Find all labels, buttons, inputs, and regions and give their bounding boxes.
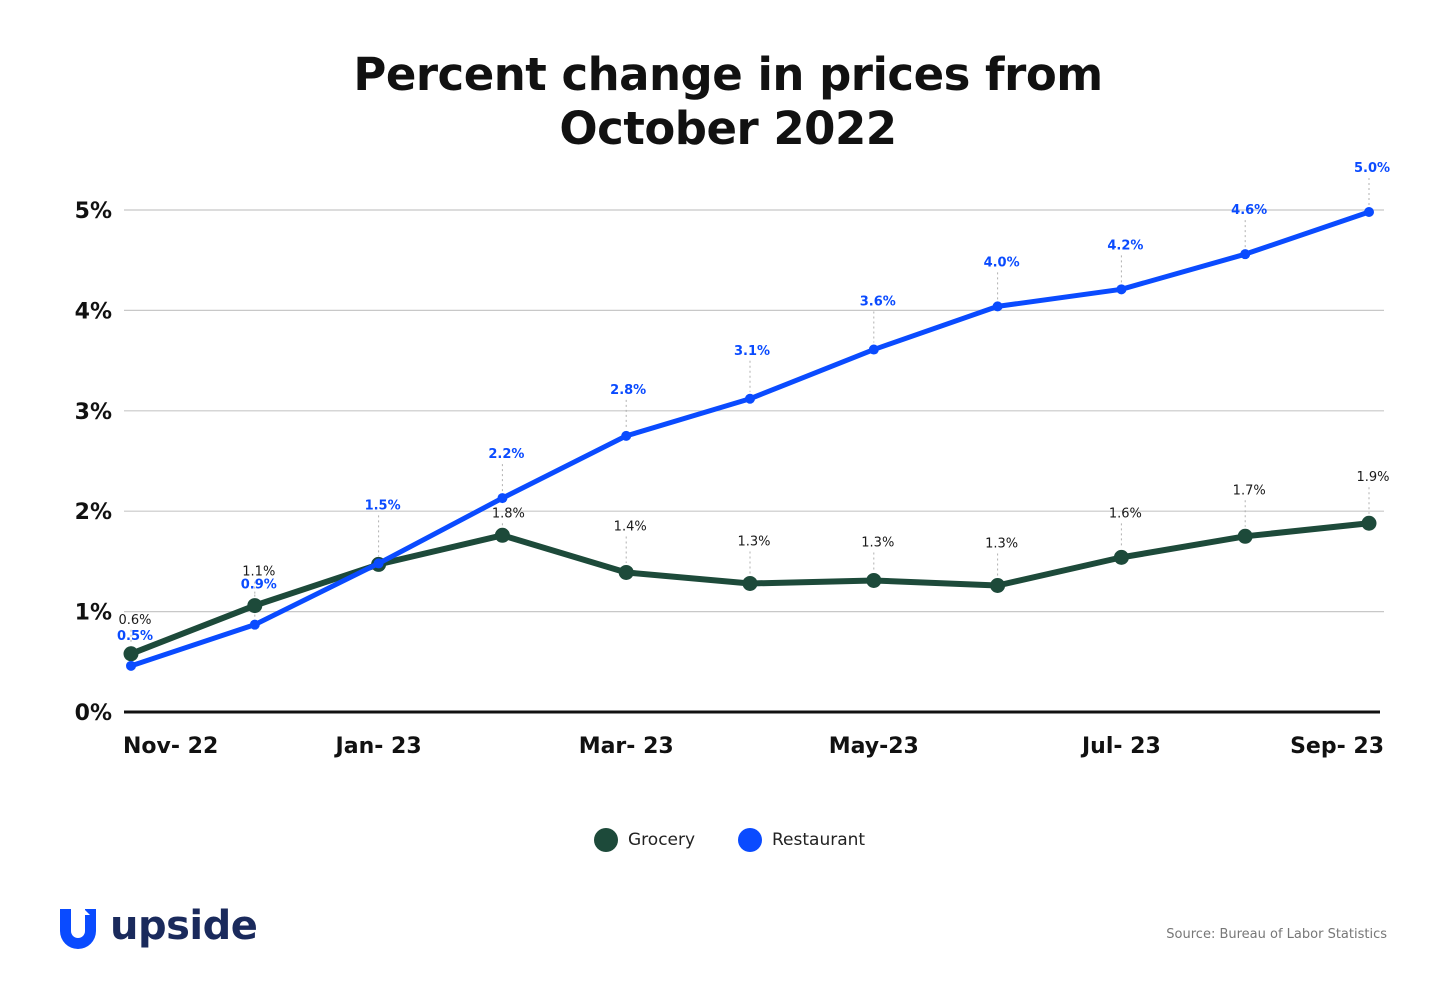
x-axis-ticks: Nov- 22 Jan- 23 Mar- 23 May-23 Jul- 23 Sep- 2… bbox=[123, 734, 1384, 759]
restaurant-line bbox=[128, 209, 1372, 669]
grid-lines bbox=[124, 209, 1384, 714]
restaurant-data-label: 2.8% bbox=[610, 383, 646, 398]
grocery-point bbox=[866, 572, 882, 588]
restaurant-point bbox=[249, 619, 260, 630]
y-tick-label: 1% bbox=[75, 601, 112, 626]
restaurant-data-label: 0.9% bbox=[241, 578, 277, 593]
grocery-point bbox=[494, 527, 510, 543]
grocery-data-label: 1.4% bbox=[614, 519, 647, 534]
grocery-point bbox=[1113, 549, 1129, 565]
restaurant-point bbox=[373, 558, 384, 569]
restaurant-point bbox=[1364, 207, 1374, 218]
source-note: Source: Bureau of Labor Statistics bbox=[1166, 927, 1387, 942]
legend: Grocery Restaurant bbox=[0, 826, 1456, 854]
grocery-data-label: 1.3% bbox=[985, 536, 1018, 551]
upside-logo-icon bbox=[60, 903, 96, 949]
grocery-data-label: 1.1% bbox=[242, 565, 275, 580]
data-labels: 0.6% 1.1% 1.8% 1.4% 1.3% 1.3% 1.3% 1.6% 1.7% 1.9%… bbox=[117, 161, 1390, 644]
x-tick-label: Jan- 23 bbox=[334, 734, 422, 759]
restaurant-point bbox=[1116, 284, 1127, 295]
restaurant-data-label: 0.5% bbox=[117, 629, 153, 644]
chart-title: Percent change in prices from October 20… bbox=[0, 48, 1456, 156]
restaurant-data-label: 4.2% bbox=[1107, 238, 1143, 253]
restaurant-point bbox=[497, 493, 508, 504]
grocery-point bbox=[1237, 528, 1253, 544]
grocery-data-label: 1.3% bbox=[737, 534, 770, 549]
chart-title-line-2: October 2022 bbox=[559, 102, 897, 155]
grocery-point bbox=[123, 646, 139, 662]
grocery-data-label: 0.6% bbox=[118, 613, 151, 628]
restaurant-data-label: 5.0% bbox=[1354, 161, 1390, 176]
restaurant-point bbox=[126, 660, 136, 671]
x-tick-label: May-23 bbox=[829, 734, 919, 759]
grocery-point bbox=[618, 564, 634, 580]
legend-item-grocery: Grocery bbox=[594, 826, 695, 854]
y-tick-label: 5% bbox=[75, 199, 112, 224]
grocery-data-label: 1.3% bbox=[861, 535, 894, 550]
legend-item-restaurant: Restaurant bbox=[738, 826, 865, 854]
y-tick-label: 4% bbox=[75, 299, 112, 324]
restaurant-data-label: 3.1% bbox=[734, 344, 770, 359]
legend-marker-restaurant bbox=[738, 828, 762, 852]
legend-marker-grocery bbox=[594, 828, 618, 852]
grocery-data-label: 1.9% bbox=[1356, 470, 1389, 485]
y-tick-label: 3% bbox=[75, 400, 112, 425]
grocery-point bbox=[247, 598, 263, 614]
y-axis-ticks: 0% 1% 2% 3% 4% 5% bbox=[75, 199, 112, 726]
brand-name: upside bbox=[110, 903, 258, 949]
x-tick-label: Nov- 22 bbox=[123, 734, 218, 759]
restaurant-data-label: 3.6% bbox=[860, 295, 896, 310]
grocery-point bbox=[990, 577, 1006, 593]
grocery-point bbox=[1361, 515, 1377, 531]
y-tick-label: 2% bbox=[75, 500, 112, 525]
grocery-data-label: 1.6% bbox=[1109, 506, 1142, 521]
restaurant-data-label: 4.6% bbox=[1231, 203, 1267, 218]
x-tick-label: Sep- 23 bbox=[1290, 734, 1384, 759]
restaurant-point bbox=[621, 430, 632, 441]
grocery-data-label: 1.7% bbox=[1233, 483, 1266, 498]
chart-title-line-1: Percent change in prices from bbox=[353, 48, 1103, 101]
restaurant-data-label: 2.2% bbox=[488, 447, 524, 462]
restaurant-data-label: 4.0% bbox=[984, 255, 1020, 270]
grocery-point bbox=[742, 575, 758, 591]
x-tick-label: Mar- 23 bbox=[579, 734, 674, 759]
brand-logo: upside bbox=[54, 898, 258, 954]
restaurant-data-label: 1.5% bbox=[365, 498, 401, 513]
legend-label-grocery: Grocery bbox=[628, 830, 696, 850]
y-tick-label: 0% bbox=[75, 701, 112, 726]
grocery-data-label: 1.8% bbox=[492, 506, 525, 521]
restaurant-point bbox=[745, 393, 755, 404]
series-lines bbox=[123, 207, 1377, 671]
restaurant-point bbox=[868, 344, 879, 355]
legend-label-restaurant: Restaurant bbox=[772, 830, 866, 850]
x-tick-label: Jul- 23 bbox=[1080, 734, 1161, 759]
restaurant-point bbox=[1240, 249, 1251, 260]
restaurant-point bbox=[992, 301, 1003, 312]
